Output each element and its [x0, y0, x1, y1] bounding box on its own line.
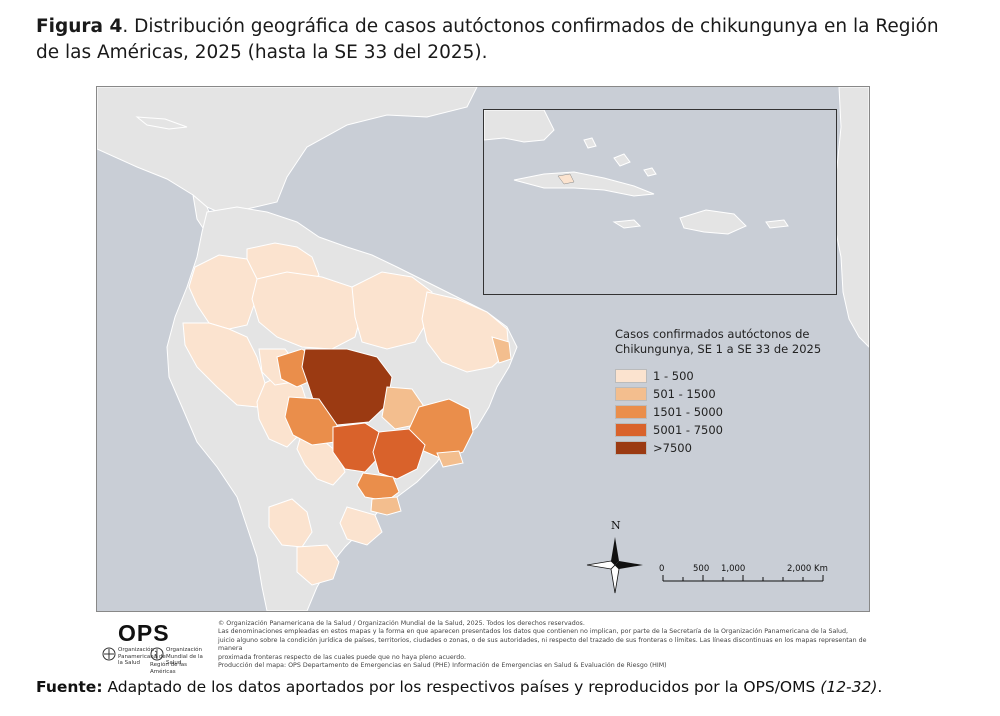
legend-label: 1 - 500: [653, 369, 694, 383]
scale-label-500: 500: [693, 564, 709, 574]
legend-item: 501 - 1500: [615, 385, 835, 403]
source-refs: (12-32): [820, 678, 878, 696]
north-america-land: [97, 87, 478, 216]
disclaimer-line: © Organización Panamericana de la Salud …: [218, 620, 585, 627]
region-northeast: [421, 291, 510, 373]
region-rio: [436, 450, 464, 468]
map-canvas: N 0 500 1,000 2,000 Km: [97, 87, 869, 611]
region-argentina-central: [296, 544, 340, 586]
inset-cuba-region: [557, 173, 575, 185]
map-frame: N 0 500 1,000 2,000 Km: [96, 86, 870, 612]
region-rs: [339, 506, 383, 546]
inset-bahamas-land: [583, 137, 657, 177]
cuba-land: [135, 116, 188, 130]
africa-land: [830, 87, 869, 348]
region-name: Región de las Américas: [150, 662, 187, 675]
inset-cuba-land: [513, 171, 655, 197]
caribbean-inset: [483, 109, 837, 295]
legend-item: 1501 - 5000: [615, 403, 835, 421]
source-text: Adaptado de los datos aportados por los …: [102, 678, 821, 696]
disclaimer-line: proximada fronteras respecto de las cual…: [218, 653, 467, 661]
scale-bar: [662, 575, 824, 582]
source-end: .: [877, 678, 883, 696]
disclaimer-line: Producción del mapa: OPS Departamento de…: [218, 662, 667, 670]
map-disclaimer: © Organización Panamericana de la Salud …: [218, 620, 878, 670]
inset-jamaica-land: [612, 219, 642, 229]
who-name: Organización Mundial de la Salud: [166, 647, 203, 666]
inset-pr-land: [765, 219, 789, 229]
legend-item: 5001 - 7500: [615, 421, 835, 439]
disclaimer-line: juicio alguno sobre la condición jurídic…: [218, 636, 867, 653]
legend-label: 1501 - 5000: [653, 405, 723, 419]
region-sao-paulo: [372, 428, 426, 480]
region-amazonas: [251, 271, 363, 350]
legend-swatch: [615, 441, 647, 455]
ops-logo-text: OPS: [118, 620, 170, 646]
north-arrow: [586, 537, 643, 594]
figure-label: Figura 4: [36, 16, 123, 37]
source-note: Fuente: Adaptado de los datos aportados …: [36, 678, 966, 696]
paho-name: Organización Panamericana de la Salud: [118, 647, 166, 666]
map-legend: Casos confirmados autóctonos de Chikungu…: [615, 327, 835, 457]
who-emblem-icon: [150, 647, 164, 661]
region-argentina-north: [268, 498, 313, 548]
scale-label-2000: 2,000 Km: [787, 564, 828, 574]
region-mato-grosso-sul: [284, 396, 338, 446]
legend-item: 1 - 500: [615, 367, 835, 385]
legend-title: Casos confirmados autóctonos de Chikungu…: [615, 327, 822, 356]
region-colombia: [188, 254, 258, 330]
inset-florida-land: [484, 110, 555, 143]
figure-caption: Figura 4. Distribución geográfica de cas…: [36, 14, 966, 66]
scale-label-1000: 1,000: [721, 564, 745, 574]
inset-hispaniola-land: [679, 209, 747, 235]
north-label: N: [611, 519, 621, 532]
legend-swatch: [615, 405, 647, 419]
region-goias-df: [332, 422, 382, 473]
source-label: Fuente:: [36, 678, 103, 696]
legend-swatch: [615, 423, 647, 437]
region-bahia-east: [491, 336, 512, 364]
region-santa-catarina: [370, 496, 402, 516]
legend-label: 5001 - 7500: [653, 423, 723, 437]
legend-swatch: [615, 387, 647, 401]
disclaimer-line: Las denominaciones empleadas en estos ma…: [218, 628, 849, 636]
region-para: [351, 271, 433, 350]
legend-swatch: [615, 369, 647, 383]
figure-title: . Distribución geográfica de casos autóc…: [36, 16, 939, 63]
inset-canvas: [484, 110, 789, 235]
region-mato-grosso: [301, 348, 393, 426]
legend-item: >7500: [615, 439, 835, 457]
paho-emblem-icon: [102, 647, 116, 661]
scale-label-0: 0: [659, 564, 664, 574]
legend-label: >7500: [653, 441, 692, 455]
legend-label: 501 - 1500: [653, 387, 716, 401]
